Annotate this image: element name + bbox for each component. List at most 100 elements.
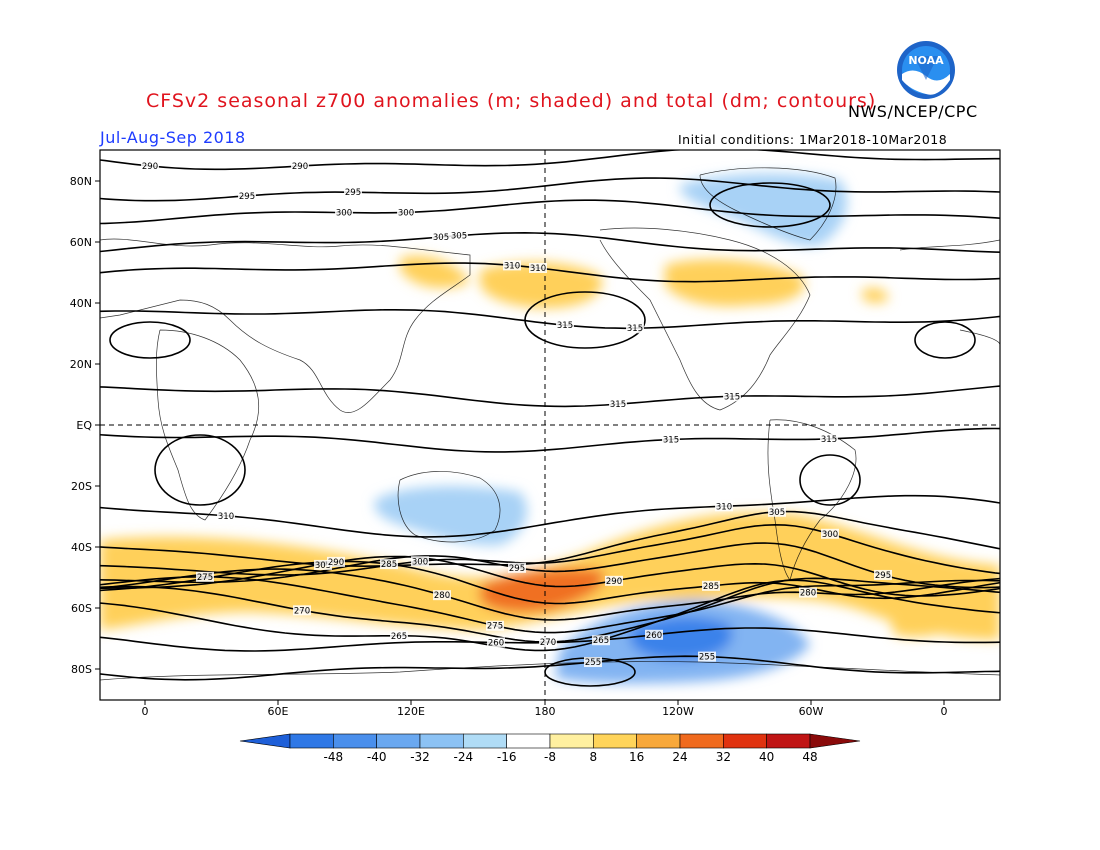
contour-label: 315	[663, 435, 679, 445]
contour-label: 305	[315, 561, 331, 571]
lat-tick-label: 60N	[70, 236, 92, 249]
contour-315-asia	[109, 321, 191, 359]
contour-label: 265	[391, 632, 407, 642]
contour-label-bg	[556, 320, 574, 331]
contour-label-bg	[715, 501, 733, 512]
contour-label: 295	[509, 564, 525, 574]
contour-labels: 290 290 295 295 300 300 305 305 310 310 315 315 315 3…	[141, 160, 892, 668]
contour-label-bg	[503, 260, 521, 271]
contour-label: 300	[336, 209, 352, 219]
anomaly-shading	[100, 173, 1000, 684]
coast-antarctica	[100, 661, 1000, 681]
anomaly-positive-nh-pacific	[400, 255, 470, 289]
lon-tick-label: 0	[941, 705, 948, 718]
coast-greenland	[699, 167, 837, 241]
contour-label: 310	[716, 502, 732, 512]
contour-label-bg	[486, 620, 504, 631]
coast-north-america	[599, 227, 811, 411]
latitude-axis: 80N 60N 40N 20N EQ 20S 40S 60S 80S	[70, 175, 100, 676]
coast-south-america	[767, 419, 857, 581]
contour-label: 275	[197, 573, 213, 583]
coast-africa	[156, 329, 260, 521]
contour-label: 275	[487, 622, 503, 632]
contour-label-bg	[141, 160, 159, 171]
contour-label: 255	[585, 658, 601, 668]
contour-line	[100, 510, 1000, 568]
lon-tick-label: 120E	[397, 705, 425, 718]
contour-line	[100, 494, 1000, 538]
contour-line	[100, 560, 1000, 605]
contour-label-bg	[723, 391, 741, 402]
contour-315-pacific-high	[524, 291, 646, 349]
contour-label: 295	[345, 188, 361, 198]
closed-contours	[109, 182, 976, 687]
lat-tick-label: 40S	[71, 541, 92, 554]
contour-label: 305	[433, 233, 449, 243]
contour-label-bg	[432, 232, 450, 243]
coast-africa-west	[959, 329, 1000, 346]
lat-tick-label: 80N	[70, 175, 92, 188]
chart-title: CFSv2 seasonal z700 anomalies (m; shaded…	[146, 90, 877, 112]
contour-label-bg	[605, 575, 623, 586]
contour-line	[100, 655, 1000, 681]
contour-label: 270	[540, 638, 556, 648]
contour-label-bg	[327, 556, 345, 567]
agency-label: NWS/NCEP/CPC	[848, 102, 978, 121]
contour-label: 290	[292, 162, 308, 172]
longitude-axis: 0 60E 120E 180 120W 60W 0	[142, 700, 948, 718]
contour-label: 285	[703, 582, 719, 592]
coast-australia	[397, 471, 501, 543]
anomaly-negative-antarctic-core	[630, 616, 733, 660]
coast-eurasia	[100, 238, 471, 413]
contour-label-bg	[397, 207, 415, 218]
contour-label: 315	[627, 324, 643, 334]
contour-label: 305	[769, 508, 785, 518]
anomaly-positive-atlantic-small	[862, 288, 889, 303]
contour-label-bg	[592, 635, 610, 646]
contour-line	[100, 309, 1000, 330]
contour-label: 290	[328, 558, 344, 568]
contour-label: 260	[646, 631, 662, 641]
contour-label-bg	[584, 657, 602, 668]
contour-label: 300	[398, 208, 414, 218]
contour-label-bg	[293, 605, 311, 616]
lat-tick-label: 80S	[71, 663, 92, 676]
contour-label-bg	[768, 506, 786, 517]
contour-label: 265	[593, 636, 609, 646]
contour-label: 315	[724, 392, 740, 402]
contour-label: 310	[504, 261, 520, 271]
contour-label: 310	[218, 512, 234, 522]
contour-label-bg	[820, 433, 838, 444]
contour-label-bg	[626, 323, 644, 334]
contour-label-bg	[291, 161, 309, 172]
contour-line	[100, 427, 1000, 453]
contour-label-bg	[609, 399, 627, 410]
lat-tick-label: 20S	[71, 480, 92, 493]
contour-label-bg	[411, 556, 429, 567]
contour-label-bg	[344, 187, 362, 198]
contour-315-atlantic-high	[914, 321, 976, 359]
contour-315-south-africa	[154, 434, 246, 506]
noaa-logo-text: NOAA	[908, 54, 944, 67]
contour-label: 290	[606, 577, 622, 587]
contour-label: 300	[412, 557, 428, 567]
initial-conditions: Initial conditions: 1Mar2018-10Mar2018	[678, 132, 948, 147]
contour-line	[100, 542, 1000, 589]
contour-label: 315	[610, 400, 626, 410]
lon-tick-label: 120W	[662, 705, 694, 718]
contour-label: 290	[142, 162, 158, 172]
contour-label-bg	[487, 637, 505, 648]
total-height-contours	[100, 150, 1000, 681]
contour-label-bg	[799, 587, 817, 598]
lon-tick-label: 180	[535, 705, 556, 718]
lon-tick-label: 60E	[268, 705, 289, 718]
contour-315-south-america	[799, 454, 861, 506]
contour-line	[100, 385, 1000, 408]
contour-label-bg	[450, 230, 468, 241]
anomaly-positive-north-america	[665, 259, 805, 307]
contour-label: 295	[875, 571, 891, 581]
contour-label-bg	[380, 559, 398, 570]
contour-label: 295	[239, 192, 255, 202]
contour-label-bg	[335, 207, 353, 218]
